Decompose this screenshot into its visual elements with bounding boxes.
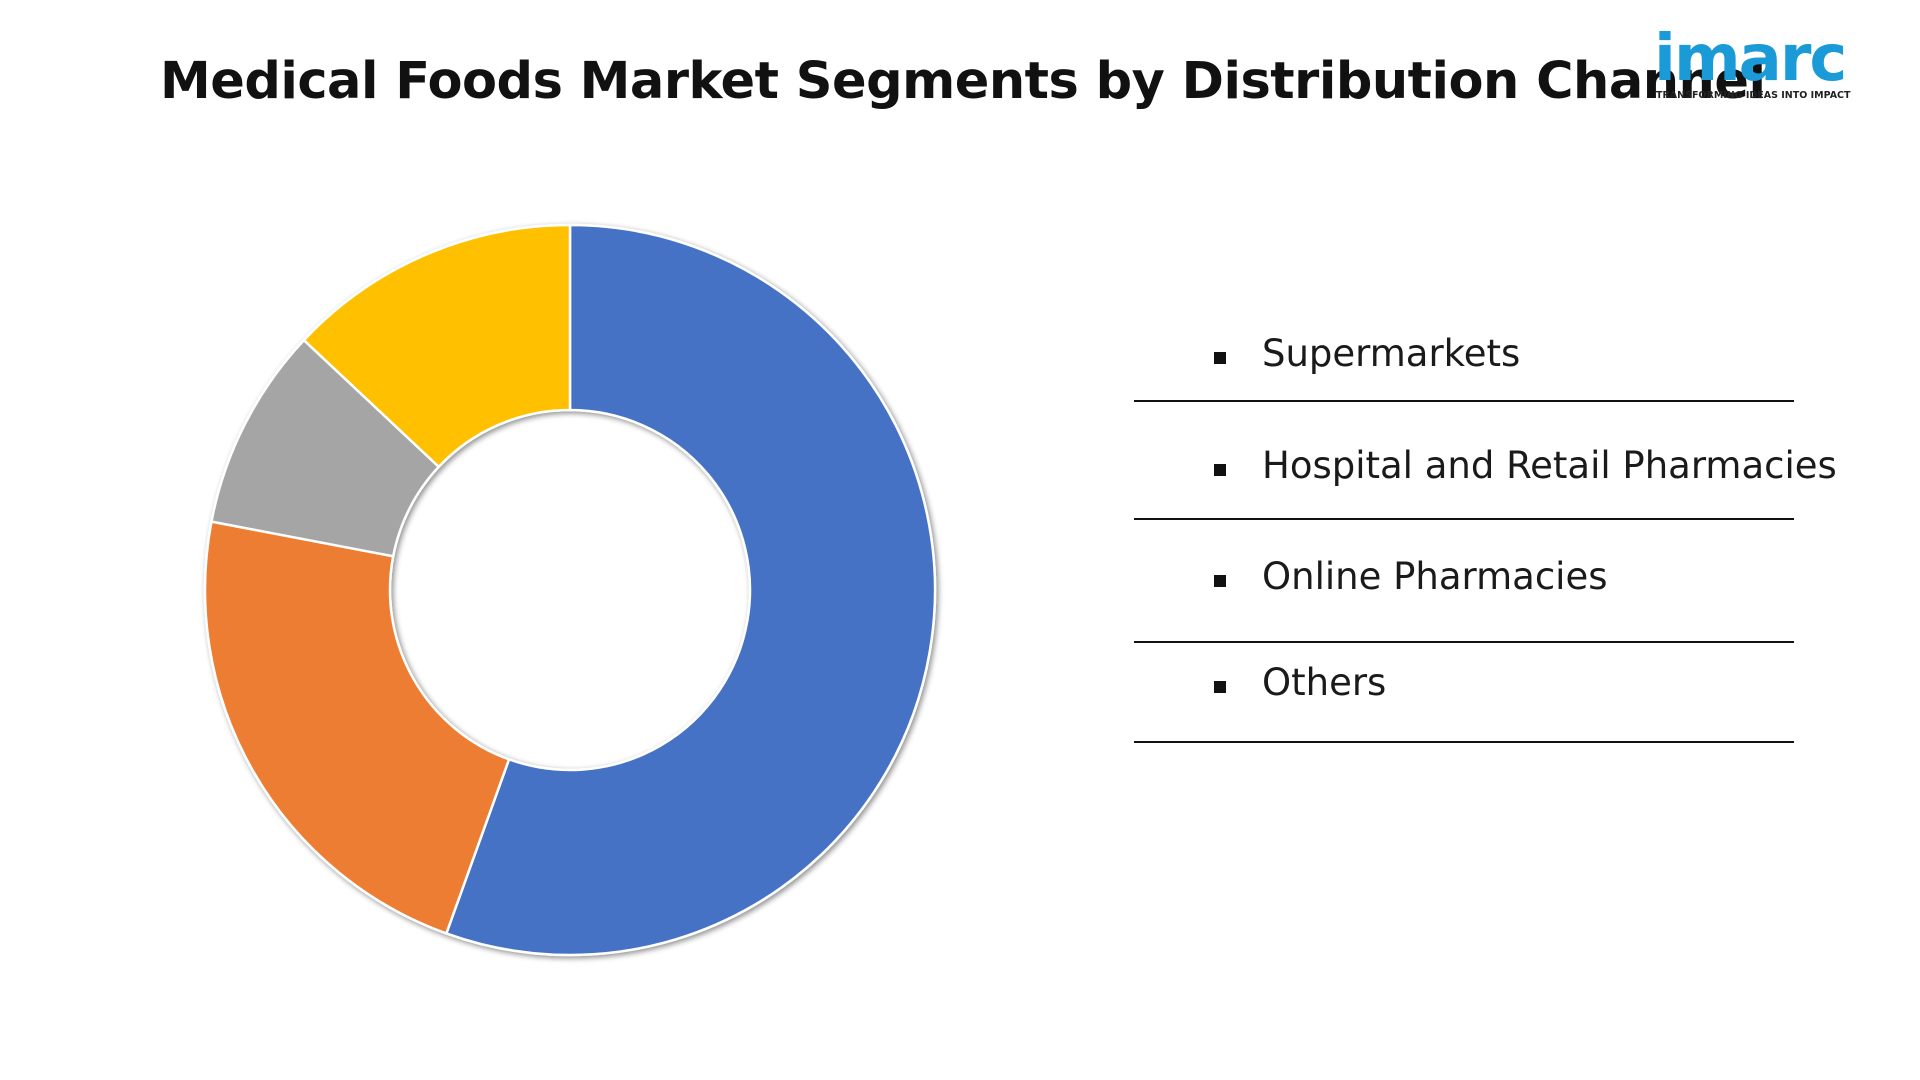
donut-slice-others — [302, 223, 572, 469]
legend-divider — [1134, 518, 1794, 520]
logo-tagline: TRANSFORMING IDEAS INTO IMPACT — [1656, 90, 1851, 101]
legend-item-supermarkets: Supermarkets — [1134, 0, 1794, 402]
logo-wordmark: imarc — [1654, 22, 1845, 96]
legend-item-online-pharmacies: Online Pharmacies — [1134, 0, 1794, 643]
legend-item-others: Others — [1134, 0, 1794, 743]
legend-divider — [1134, 400, 1794, 402]
donut-slice-hospital-and-retail-pharmacies — [203, 520, 511, 936]
legend-divider — [1134, 741, 1794, 743]
legend-label: Online Pharmacies — [1262, 555, 1608, 598]
legend-label: Supermarkets — [1262, 332, 1521, 375]
imarc-logo: imarc TRANSFORMING IDEAS INTO IMPACT — [1654, 22, 1851, 101]
legend-item-hospital-and-retail-pharmacies: Hospital and Retail Pharmacies — [1134, 0, 1837, 520]
legend-label: Others — [1262, 661, 1387, 704]
donut-slice-supermarkets — [444, 223, 937, 957]
legend-bullet — [1214, 575, 1226, 587]
legend-bullet — [1214, 352, 1226, 364]
legend-bullet — [1214, 681, 1226, 693]
legend-label: Hospital and Retail Pharmacies — [1262, 444, 1837, 487]
legend-divider — [1134, 641, 1794, 643]
legend-bullet — [1214, 464, 1226, 476]
chart-title: Medical Foods Market Segments by Distrib… — [160, 52, 1766, 111]
donut-chart — [203, 223, 937, 957]
